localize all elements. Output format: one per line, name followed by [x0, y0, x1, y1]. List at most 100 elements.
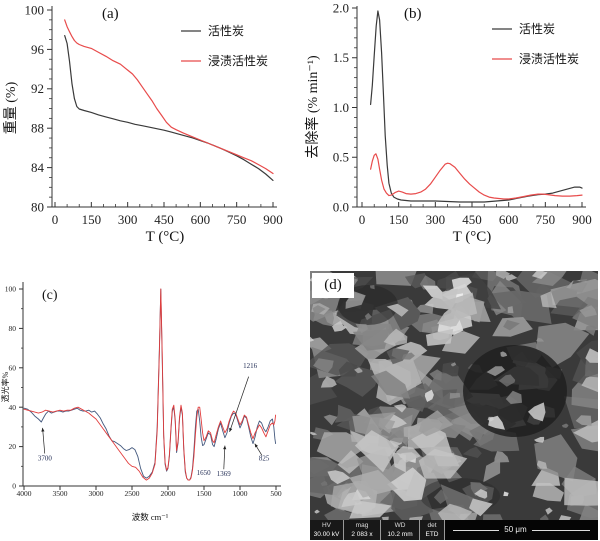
- panel-c-ftir-chart: 4000 3500 3000 2500 2000 1500 1000 500 0 20 40 60 80…: [0, 282, 282, 522]
- svg-text:900: 900: [263, 212, 283, 227]
- sem-scale-bar: 50 μm: [445, 520, 598, 540]
- svg-text:1.0: 1.0: [333, 100, 349, 115]
- sem-col-det: det ETD: [420, 520, 445, 540]
- panel-label: (b): [404, 6, 422, 22]
- svg-text:浸渍活性炭: 浸渍活性炭: [519, 52, 579, 66]
- ticks: [47, 9, 274, 208]
- svg-text:1500: 1500: [197, 489, 212, 498]
- x-axis-label: T (°C): [453, 229, 492, 245]
- svg-text:450: 450: [462, 212, 482, 227]
- svg-text:84: 84: [31, 160, 45, 175]
- sem-col-mag: mag 2 083 x: [344, 520, 381, 540]
- axes: [22, 282, 281, 487]
- svg-text:1369: 1369: [217, 470, 232, 478]
- ticks: [19, 288, 277, 490]
- svg-text:300: 300: [426, 212, 446, 227]
- sem-info-table: HV 30.00 kV mag 2 083 x WD 10.2 mm det E…: [310, 520, 445, 540]
- series-line-0: [23, 288, 277, 481]
- sem-col-hv: HV 30.00 kV: [310, 520, 344, 540]
- x-axis-label: 波数 cm⁻¹: [132, 512, 169, 522]
- svg-text:0.5: 0.5: [333, 150, 349, 165]
- sem-micrograph-texture: [310, 271, 598, 520]
- series-line-1: [64, 19, 274, 175]
- svg-text:0: 0: [52, 212, 59, 227]
- panel-label: (a): [102, 6, 119, 22]
- svg-text:2000: 2000: [161, 489, 176, 498]
- sem-mag-header: mag: [355, 521, 369, 529]
- svg-text:500: 500: [270, 489, 282, 498]
- svg-text:600: 600: [499, 212, 519, 227]
- sem-info-bar: HV 30.00 kV mag 2 083 x WD 10.2 mm det E…: [310, 520, 598, 540]
- svg-text:1000: 1000: [233, 489, 248, 498]
- sem-hv-header: HV: [321, 521, 332, 529]
- svg-text:450: 450: [154, 212, 174, 227]
- scale-bar-left-line: [453, 529, 500, 531]
- svg-text:900: 900: [572, 212, 592, 227]
- axes: [356, 6, 586, 208]
- svg-text:3000: 3000: [89, 489, 104, 498]
- scale-bar-right-line: [531, 529, 590, 531]
- svg-text:150: 150: [389, 212, 409, 227]
- svg-text:80: 80: [31, 199, 44, 214]
- x-axis-label: T (°C): [146, 229, 185, 245]
- svg-text:60: 60: [9, 363, 17, 372]
- svg-text:20: 20: [9, 442, 17, 451]
- tick-labels: 0 150 300 450 600 750 900 0.0 0.5 1.0 1.5 2.0: [333, 0, 592, 227]
- svg-text:40: 40: [9, 403, 17, 412]
- tick-labels: 0 150 300 450 600 750 900 80 84 88 92 96 100: [25, 2, 283, 227]
- svg-text:300: 300: [118, 212, 138, 227]
- panel-d-label: (d): [312, 273, 354, 298]
- y-axis-label: 透光率%: [0, 371, 10, 402]
- svg-text:2.0: 2.0: [333, 0, 349, 15]
- svg-text:1.5: 1.5: [333, 50, 349, 65]
- svg-text:3700: 3700: [38, 454, 53, 462]
- svg-text:0.0: 0.0: [333, 199, 349, 214]
- svg-text:3500: 3500: [53, 489, 68, 498]
- scale-bar-label: 50 μm: [504, 524, 527, 534]
- svg-text:100: 100: [25, 2, 45, 17]
- sem-det-value: ETD: [425, 530, 439, 538]
- series-line-0: [369, 10, 583, 203]
- svg-text:150: 150: [82, 212, 102, 227]
- svg-text:0: 0: [359, 212, 366, 227]
- svg-text:0: 0: [12, 482, 16, 491]
- svg-text:96: 96: [31, 42, 45, 57]
- series-line-0: [64, 34, 274, 181]
- sem-hv-value: 30.00 kV: [313, 530, 340, 538]
- svg-text:活性炭: 活性炭: [519, 22, 555, 36]
- panel-d-label-text: (d): [324, 277, 342, 293]
- tick-labels: 4000 3500 3000 2500 2000 1500 1000 500 0 20 40 60 80…: [5, 285, 282, 498]
- svg-text:1216: 1216: [243, 362, 258, 370]
- y-axis-label: 重量 (%): [3, 81, 19, 134]
- svg-text:750: 750: [536, 212, 556, 227]
- sem-wd-value: 10.2 mm: [387, 530, 413, 538]
- panel-b-dtg-chart: 0 150 300 450 600 750 900 0.0 0.5 1.0 1.5 2.0 T (°C)…: [304, 0, 592, 245]
- svg-text:92: 92: [31, 81, 44, 96]
- panel-label: (c): [42, 288, 58, 303]
- svg-text:4000: 4000: [17, 489, 32, 498]
- svg-text:80: 80: [9, 324, 17, 333]
- svg-text:活性炭: 活性炭: [208, 24, 244, 38]
- svg-text:88: 88: [31, 121, 44, 136]
- series-line-1: [23, 288, 277, 481]
- svg-text:750: 750: [227, 212, 247, 227]
- svg-text:浸渍活性炭: 浸渍活性炭: [208, 54, 268, 68]
- sem-mag-value: 2 083 x: [351, 530, 373, 538]
- annotations: 3700 1650 1369 1216 825: [38, 362, 270, 478]
- svg-text:825: 825: [259, 454, 270, 462]
- sem-col-wd: WD 10.2 mm: [381, 520, 420, 540]
- series-line-1: [369, 153, 583, 200]
- sem-wd-header: WD: [394, 521, 406, 529]
- svg-text:100: 100: [5, 285, 17, 294]
- ticks: [352, 7, 583, 208]
- panel-d-sem-image: (d) HV 30.00 kV mag 2 083 x WD 10.2 mm d…: [310, 271, 598, 540]
- panel-a-tga-chart: 0 150 300 450 600 750 900 80 84 88 92 96 100 T (°C) 重量…: [3, 2, 283, 245]
- svg-text:1650: 1650: [197, 469, 212, 477]
- sem-det-header: det: [427, 521, 437, 529]
- y-axis-label: 去除率 (% min⁻¹): [304, 55, 321, 159]
- svg-text:2500: 2500: [125, 489, 140, 498]
- svg-text:600: 600: [191, 212, 211, 227]
